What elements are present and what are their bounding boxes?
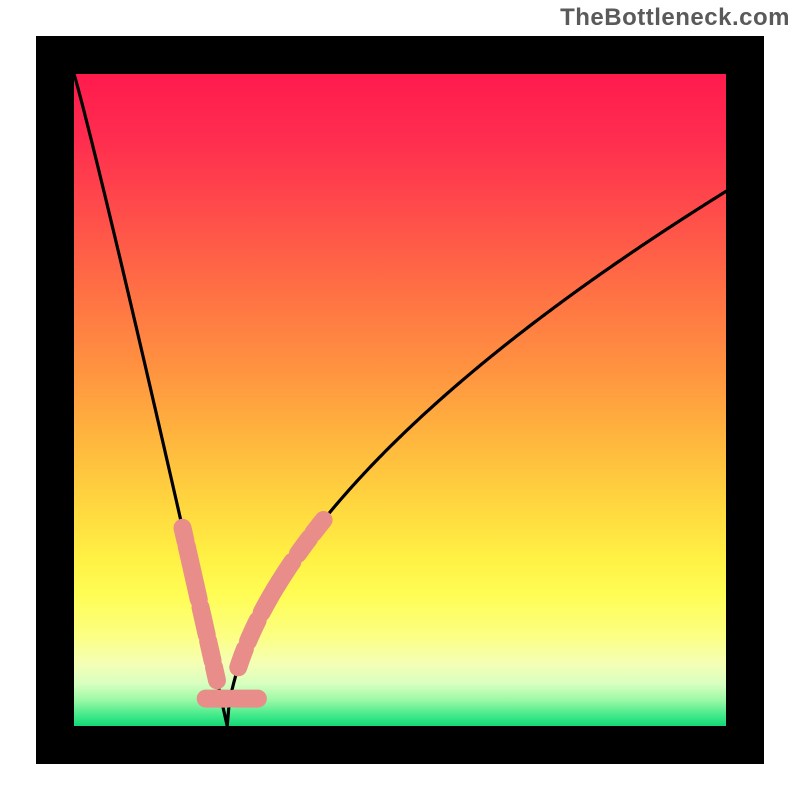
chart-svg: [0, 0, 800, 800]
marker-pill: [248, 620, 258, 641]
marker-pill: [238, 649, 245, 667]
marker-pill: [298, 538, 309, 554]
chart-stage: TheBottleneck.com: [0, 0, 800, 800]
marker-pill: [187, 546, 199, 599]
marker-pill: [208, 641, 212, 661]
watermark-text: TheBottleneck.com: [560, 4, 790, 32]
gradient-background: [74, 74, 726, 726]
marker-pill: [214, 667, 217, 680]
marker-pill: [201, 607, 207, 634]
marker-pill: [313, 520, 323, 533]
